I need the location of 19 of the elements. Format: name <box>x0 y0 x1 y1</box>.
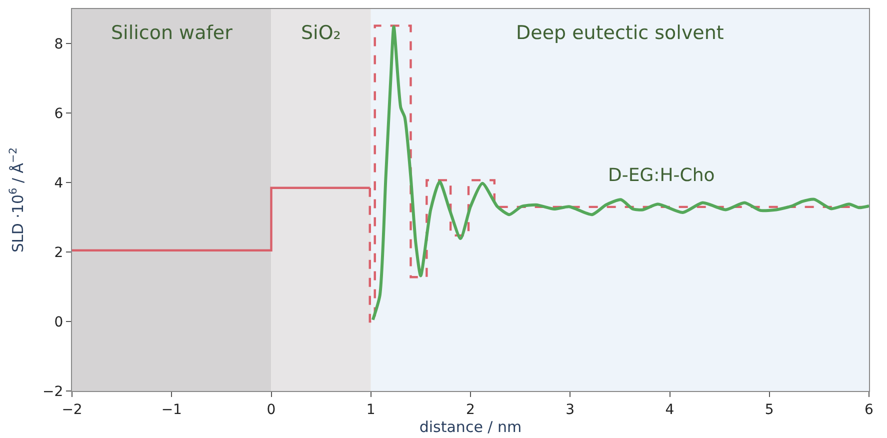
x-axis-title: distance / nm <box>419 418 522 436</box>
y-tick-label: 0 <box>54 314 64 330</box>
x-tick-label: −1 <box>161 402 182 418</box>
x-tick-label: 0 <box>266 402 276 418</box>
x-tick-label: 5 <box>764 402 774 418</box>
y-tick-label: −2 <box>42 384 64 400</box>
x-tick-label: 3 <box>566 402 575 418</box>
y-tick-label: 2 <box>54 244 64 261</box>
band-label: Deep eutectic solvent <box>516 22 724 44</box>
annotation: D-EG:H-Cho <box>608 165 715 186</box>
y-tick-label: 8 <box>54 36 64 53</box>
x-tick-label: 1 <box>366 402 376 418</box>
y-tick-label: 6 <box>54 106 64 122</box>
x-tick-label: 4 <box>665 402 674 418</box>
x-tick-label: 6 <box>864 402 874 418</box>
band-label: SiO₂ <box>301 22 341 44</box>
band-label: Silicon wafer <box>111 22 233 44</box>
x-tick-label: 2 <box>466 402 475 418</box>
y-tick-label: 4 <box>54 176 64 192</box>
